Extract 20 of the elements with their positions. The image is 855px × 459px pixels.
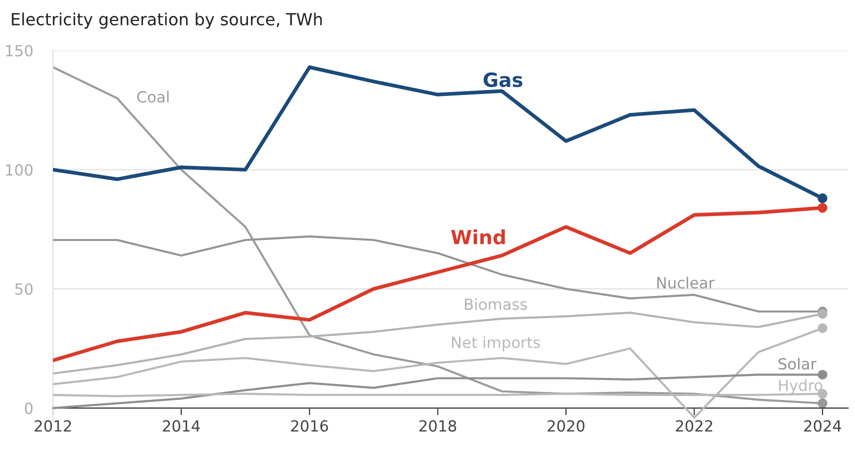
x-tick-label: 2018 xyxy=(419,420,456,432)
x-tick-label: 2016 xyxy=(291,420,328,432)
series-label: Solar xyxy=(778,358,817,370)
y-tick-label: 50 xyxy=(15,283,33,295)
series-label: Biomass xyxy=(464,298,527,310)
x-tick-label: 2024 xyxy=(804,420,842,432)
series-label: Coal xyxy=(137,90,169,103)
chart-title: Electricity generation by source, TWh xyxy=(12,12,322,29)
x-tick-label: 2014 xyxy=(162,420,200,432)
x-tick-label: 2012 xyxy=(34,420,71,432)
y-tick-label: 150 xyxy=(6,44,33,57)
x-tick-label: 2020 xyxy=(548,420,584,432)
series-label: Hydro xyxy=(779,379,822,394)
series-label: Nuclear xyxy=(657,276,715,289)
series-label: Gas xyxy=(484,72,522,88)
y-tick-label: 100 xyxy=(6,164,33,176)
y-tick-label: 0 xyxy=(24,402,33,414)
series-label: Net imports xyxy=(452,336,540,352)
x-tick-label: 2022 xyxy=(676,420,712,432)
series-label: Wind xyxy=(451,229,505,244)
